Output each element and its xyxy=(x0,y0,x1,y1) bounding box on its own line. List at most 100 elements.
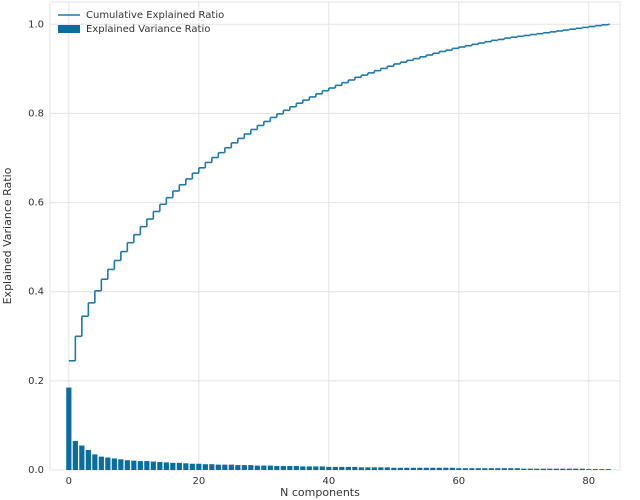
bar xyxy=(209,464,215,470)
bar xyxy=(222,464,228,470)
bar xyxy=(280,465,286,470)
bar xyxy=(404,467,410,470)
bar xyxy=(365,467,371,470)
bar xyxy=(527,468,533,470)
bar xyxy=(176,462,182,470)
bar xyxy=(306,466,312,470)
bar xyxy=(163,462,169,470)
bar xyxy=(352,466,358,470)
bar xyxy=(131,460,137,470)
bar xyxy=(92,454,98,470)
bar xyxy=(144,461,150,470)
legend-label: Cumulative Explained Ratio xyxy=(86,10,224,21)
bar xyxy=(157,461,163,470)
bar xyxy=(98,456,104,470)
bar xyxy=(469,468,475,470)
bar xyxy=(235,465,241,470)
bar xyxy=(456,468,462,470)
x-tick-label: 60 xyxy=(452,476,465,487)
bar xyxy=(579,468,585,470)
bar xyxy=(150,461,156,470)
bar xyxy=(547,468,553,470)
bar xyxy=(313,466,319,470)
y-tick-label: 0.2 xyxy=(28,376,44,387)
bar xyxy=(85,449,91,470)
bar xyxy=(300,466,306,470)
bar xyxy=(118,459,124,470)
bar xyxy=(378,467,384,470)
bar xyxy=(586,469,592,470)
bar xyxy=(105,457,111,470)
x-tick-label: 40 xyxy=(322,476,335,487)
bar xyxy=(287,465,293,470)
y-tick-label: 0.6 xyxy=(28,198,44,209)
bar xyxy=(261,465,267,470)
bar xyxy=(501,468,507,470)
bar xyxy=(170,462,176,470)
bar xyxy=(417,467,423,470)
bar xyxy=(228,464,234,470)
bar xyxy=(137,461,143,470)
bar xyxy=(462,468,468,470)
bar xyxy=(443,467,449,470)
bar xyxy=(345,466,351,470)
bar xyxy=(573,468,579,470)
bar xyxy=(248,465,254,470)
bar xyxy=(72,441,78,470)
bar xyxy=(202,464,208,470)
bar xyxy=(410,467,416,470)
bar xyxy=(553,468,559,470)
x-tick-label: 0 xyxy=(66,476,72,487)
bar xyxy=(319,466,325,470)
y-tick-label: 0.8 xyxy=(28,108,44,119)
y-tick-label: 0.0 xyxy=(28,465,44,476)
bar xyxy=(111,458,117,470)
bar xyxy=(189,463,195,470)
bar xyxy=(391,467,397,470)
bar xyxy=(560,468,566,470)
x-tick-label: 20 xyxy=(192,476,205,487)
bar xyxy=(66,387,72,470)
bar xyxy=(267,465,273,470)
bar xyxy=(482,468,488,470)
bar xyxy=(397,467,403,470)
bar xyxy=(196,463,202,470)
bar xyxy=(332,466,338,470)
bar xyxy=(183,463,189,470)
bar xyxy=(326,466,332,470)
x-axis-label: N components xyxy=(280,486,360,499)
legend-swatch xyxy=(58,25,80,33)
legend-label: Explained Variance Ratio xyxy=(86,24,210,35)
bar xyxy=(254,465,260,470)
bar xyxy=(599,469,605,470)
bar xyxy=(605,469,611,470)
plot-area xyxy=(49,1,621,471)
bar xyxy=(508,468,514,470)
bar xyxy=(371,467,377,470)
bar xyxy=(430,467,436,470)
bar xyxy=(449,467,455,470)
bar xyxy=(566,468,572,470)
bar xyxy=(124,460,130,470)
bar xyxy=(534,468,540,470)
bar xyxy=(241,465,247,470)
bar xyxy=(274,465,280,470)
bar xyxy=(436,467,442,470)
bar xyxy=(293,465,299,470)
bar xyxy=(358,467,364,470)
bar xyxy=(488,468,494,470)
y-tick-label: 0.4 xyxy=(28,287,44,298)
bar xyxy=(423,467,429,470)
bar xyxy=(495,468,501,470)
y-axis-label: Explained Variance Ratio xyxy=(1,167,14,304)
bar xyxy=(592,469,598,470)
bar xyxy=(384,467,390,470)
bar xyxy=(521,468,527,470)
y-tick-label: 1.0 xyxy=(28,19,44,30)
bar xyxy=(339,466,345,470)
bar xyxy=(79,445,85,470)
bar xyxy=(540,468,546,470)
x-tick-label: 80 xyxy=(582,476,595,487)
bar xyxy=(475,468,481,470)
